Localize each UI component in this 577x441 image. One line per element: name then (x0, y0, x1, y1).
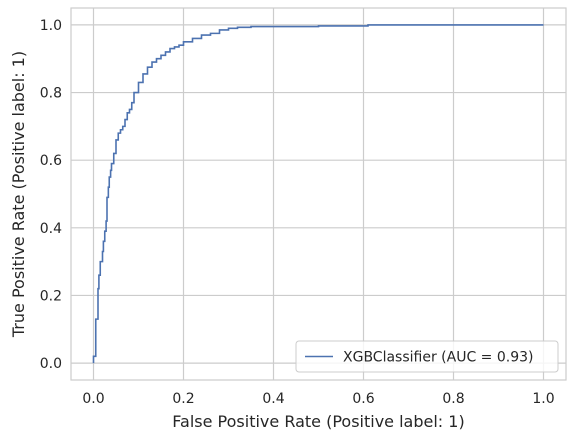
y-axis-ticks: 0.0 0.2 0.4 0.6 0.8 1.0 (40, 18, 62, 372)
grid (71, 8, 566, 380)
roc-curve-line (92, 24, 544, 364)
x-tick-label: 0.6 (352, 391, 374, 407)
x-tick-label: 0.4 (262, 391, 284, 407)
y-tick-label: 0.4 (40, 221, 62, 237)
plot-background (71, 8, 566, 380)
y-tick-label: 0.6 (40, 153, 62, 169)
legend-entry-label: XGBClassifier (AUC = 0.93) (343, 350, 533, 366)
x-tick-label: 0.8 (442, 391, 464, 407)
series-layer (92, 24, 544, 364)
plot-frame (70, 7, 567, 381)
x-tick-label: 1.0 (532, 391, 554, 407)
legend-box (295, 340, 559, 373)
y-tick-label: 0.8 (40, 86, 62, 102)
legend: XGBClassifier (AUC = 0.93) (295, 340, 559, 373)
x-axis-label: False Positive Rate (Positive label: 1) (172, 412, 464, 431)
x-axis-ticks: 0.0 0.2 0.4 0.6 0.8 1.0 (82, 391, 554, 407)
x-tick-label: 0.2 (172, 391, 194, 407)
x-tick-label: 0.0 (82, 391, 104, 407)
y-axis-label: True Positive Rate (Positive label: 1) (9, 51, 28, 338)
y-tick-label: 1.0 (40, 18, 62, 34)
y-tick-label: 0.2 (40, 288, 62, 304)
y-tick-label: 0.0 (40, 356, 62, 372)
